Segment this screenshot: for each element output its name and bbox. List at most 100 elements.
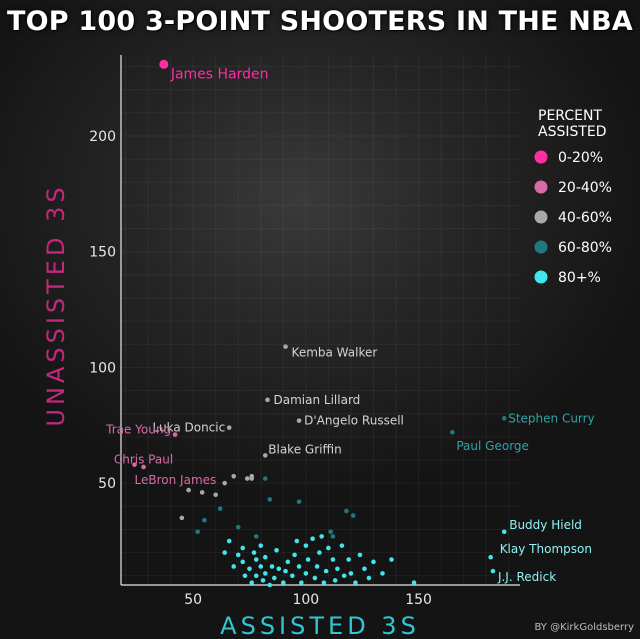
- legend-label: 0-20%: [558, 150, 603, 166]
- data-point: [172, 432, 178, 437]
- data-point: [330, 534, 336, 539]
- data-point: [488, 554, 493, 560]
- point-label: J.J. Redick: [497, 570, 556, 584]
- point-label: Blake Griffin: [268, 442, 341, 456]
- point-label: James Harden: [170, 66, 269, 82]
- data-point: [348, 571, 354, 576]
- data-point: [490, 568, 496, 574]
- data-point: [231, 564, 237, 569]
- data-point: [258, 564, 264, 569]
- legend-swatch: [534, 210, 548, 224]
- data-point: [274, 547, 279, 553]
- data-point: [253, 573, 259, 579]
- data-point: [341, 573, 347, 579]
- legend-swatch: [534, 270, 548, 284]
- data-point: [179, 515, 185, 521]
- point-label: D'Angelo Russell: [304, 414, 404, 428]
- point-label: Klay Thompson: [500, 542, 592, 556]
- legend-label: 40-60%: [558, 210, 612, 226]
- data-point: [389, 557, 394, 562]
- data-point: [251, 550, 257, 555]
- data-point: [501, 529, 507, 535]
- data-point: [296, 564, 302, 569]
- data-point: [281, 580, 286, 585]
- data-point: [290, 573, 295, 579]
- data-point: [240, 545, 246, 551]
- data-point: [350, 513, 356, 518]
- y-tick-label: 150: [89, 245, 116, 261]
- data-point: [247, 566, 252, 572]
- data-point: [371, 559, 376, 565]
- data-point: [244, 476, 250, 481]
- data-point: [292, 552, 297, 558]
- data-point: [202, 517, 207, 523]
- data-point: [260, 578, 266, 583]
- data-point: [335, 566, 340, 572]
- data-point: [332, 578, 338, 583]
- data-point: [294, 538, 300, 544]
- legend-swatch: [534, 240, 548, 254]
- point-label: Stephen Curry: [508, 411, 594, 425]
- data-point: [353, 580, 358, 585]
- data-point: [262, 453, 268, 458]
- y-tick-label: 100: [89, 360, 116, 376]
- data-point: [344, 508, 349, 514]
- data-point: [235, 524, 241, 530]
- data-point: [159, 59, 169, 69]
- data-point: [326, 545, 331, 551]
- data-point: [319, 534, 324, 539]
- point-label: Buddy Hield: [509, 518, 582, 532]
- data-point: [357, 552, 363, 558]
- data-point: [283, 568, 288, 574]
- data-point: [317, 550, 322, 555]
- data-point: [186, 487, 191, 493]
- point-label: Kemba Walker: [292, 346, 378, 360]
- legend-label: 80+%: [558, 270, 601, 286]
- data-point: [242, 573, 248, 579]
- data-point: [314, 564, 320, 569]
- point-label: Luka Doncic: [153, 421, 226, 435]
- data-point: [366, 575, 372, 581]
- data-point: [303, 543, 309, 548]
- data-point: [141, 464, 146, 470]
- data-point: [296, 418, 302, 423]
- data-point: [265, 397, 270, 403]
- y-tick-label: 200: [89, 129, 116, 145]
- data-point: [226, 538, 232, 544]
- data-point: [323, 568, 329, 574]
- data-point: [276, 566, 282, 572]
- data-point: [222, 480, 227, 486]
- data-point: [411, 580, 417, 585]
- data-point: [305, 557, 311, 562]
- data-point: [267, 497, 273, 502]
- point-label: Chris Paul: [114, 453, 173, 467]
- x-tick-label: 150: [405, 592, 432, 608]
- legend-title: PERCENT: [538, 108, 602, 124]
- data-point: [235, 552, 241, 558]
- data-point: [362, 566, 367, 572]
- legend-swatch: [534, 180, 548, 194]
- legend-label: 20-40%: [558, 180, 612, 196]
- data-point: [249, 476, 255, 481]
- data-point: [269, 564, 275, 569]
- data-point: [240, 559, 246, 565]
- chart-title: TOP 100 3-POINT SHOOTERS IN THE NBA: [7, 6, 633, 37]
- point-label: Damian Lillard: [274, 393, 361, 407]
- data-point: [213, 492, 218, 498]
- data-point: [258, 543, 264, 548]
- data-point: [330, 557, 336, 562]
- point-label: Paul George: [456, 439, 529, 453]
- data-point: [321, 580, 327, 585]
- data-point: [132, 462, 137, 467]
- data-point: [501, 416, 507, 421]
- data-point: [380, 571, 385, 576]
- legend-swatch: [534, 150, 548, 164]
- data-point: [450, 429, 455, 435]
- data-point: [195, 529, 200, 535]
- credit-text: BY @KirkGoldsberry: [534, 622, 634, 633]
- legend-label: 60-80%: [558, 240, 612, 256]
- data-point: [285, 559, 291, 565]
- data-point: [217, 506, 223, 511]
